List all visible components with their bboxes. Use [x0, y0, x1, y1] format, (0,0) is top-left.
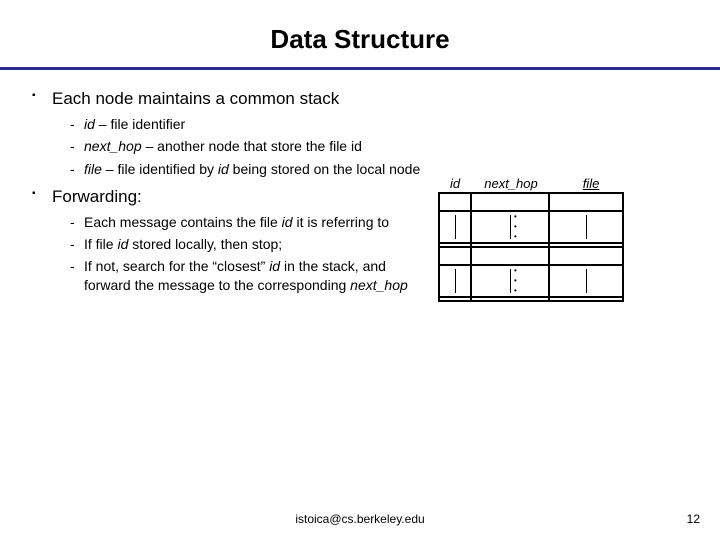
cell — [550, 248, 624, 266]
var-nexthop-2: next_hop — [350, 277, 408, 293]
var-nexthop: next_hop — [84, 138, 142, 154]
table-row — [440, 284, 624, 302]
bullet-1-2-text: – another node that store the file id — [142, 138, 362, 154]
bullet-1-1-text: – file identifier — [95, 116, 185, 132]
stack-grid — [438, 192, 624, 302]
bullet-2-2-post: stored locally, then stop; — [128, 236, 282, 252]
slide: Data Structure Each node maintains a com… — [0, 0, 720, 540]
var-id-2: id — [218, 161, 229, 177]
bullet-1-3: file – file identified by id being store… — [70, 160, 426, 178]
footer-email: istoica@cs.berkeley.edu — [0, 512, 720, 526]
bullet-1-3-post: being stored on the local node — [229, 161, 420, 177]
cell — [440, 230, 472, 248]
page-number: 12 — [687, 512, 700, 526]
cell — [440, 194, 472, 212]
bullet-1-sublist: id – file identifier next_hop – another … — [52, 115, 426, 178]
bullet-2-1-pre: Each message contains the file — [84, 214, 282, 230]
bullet-2-3-pre: If not, search for the “closest” — [84, 258, 269, 274]
cell — [472, 248, 550, 266]
table-row — [440, 194, 624, 212]
table-row — [440, 230, 624, 248]
bullet-2-2-pre: If file — [84, 236, 117, 252]
var-id: id — [84, 116, 95, 132]
bullet-2-3: If not, search for the “closest” id in t… — [70, 257, 426, 293]
col-header-file: file — [550, 176, 620, 191]
text-column: Each node maintains a common stack id – … — [28, 88, 438, 302]
bullet-2-1-post: it is referring to — [293, 214, 389, 230]
bullet-1-text: Each node maintains a common stack — [52, 89, 339, 108]
bullet-2-text: Forwarding: — [52, 187, 142, 206]
var-id-5: id — [269, 258, 280, 274]
col-header-id: id — [438, 176, 472, 191]
stack-table-header: id next_hop file — [438, 176, 638, 191]
bullet-2-sublist: Each message contains the file id it is … — [52, 213, 426, 294]
var-file: file — [84, 161, 102, 177]
cell — [550, 194, 624, 212]
cell — [472, 230, 550, 248]
table-row-ellipsis — [440, 266, 624, 284]
cell — [550, 284, 624, 302]
bullet-1-2: next_hop – another node that store the f… — [70, 137, 426, 155]
cell — [550, 230, 624, 248]
var-id-3: id — [282, 214, 293, 230]
cell — [440, 284, 472, 302]
bullet-2-2: If file id stored locally, then stop; — [70, 235, 426, 253]
bullet-1: Each node maintains a common stack id – … — [32, 88, 426, 178]
slide-title: Data Structure — [28, 24, 692, 55]
bullet-1-1: id – file identifier — [70, 115, 426, 133]
title-rule — [0, 67, 720, 70]
bullet-1-3-mid: – file identified by — [102, 161, 218, 177]
cell — [472, 194, 550, 212]
col-header-nexthop: next_hop — [472, 176, 550, 191]
table-row-ellipsis — [440, 212, 624, 230]
bullet-list: Each node maintains a common stack id – … — [28, 88, 426, 294]
bullet-2: Forwarding: Each message contains the fi… — [32, 186, 426, 294]
slide-body: Each node maintains a common stack id – … — [28, 88, 692, 302]
cell — [472, 284, 550, 302]
var-id-4: id — [117, 236, 128, 252]
cell — [440, 248, 472, 266]
stack-table: id next_hop file — [438, 176, 638, 302]
diagram-column: id next_hop file — [438, 88, 692, 302]
bullet-2-1: Each message contains the file id it is … — [70, 213, 426, 231]
table-row — [440, 248, 624, 266]
